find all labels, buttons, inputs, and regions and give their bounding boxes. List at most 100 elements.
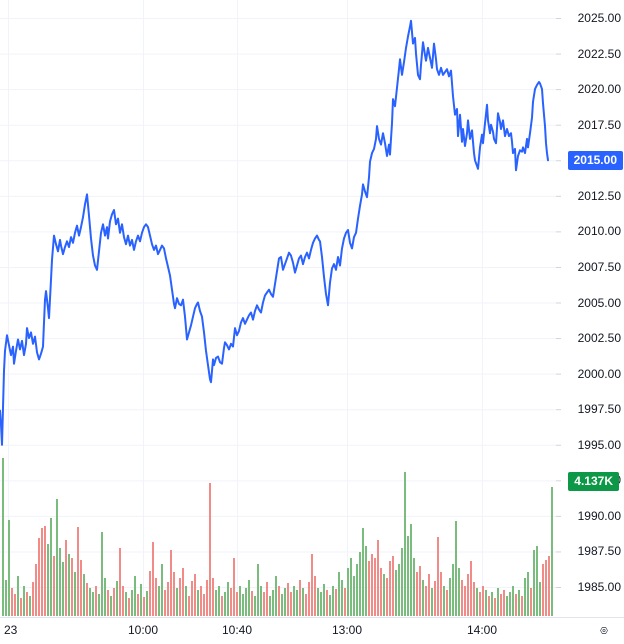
volume-bar <box>449 578 451 616</box>
volume-bar <box>209 483 211 616</box>
volume-bar <box>386 578 388 616</box>
volume-bar <box>539 582 541 616</box>
volume-bar <box>83 574 85 616</box>
volume-bar <box>260 586 262 616</box>
volume-bar <box>413 558 415 616</box>
volume-bar <box>170 550 172 616</box>
volume-bar <box>305 594 307 616</box>
volume-bar <box>218 586 220 616</box>
volume-bar <box>491 592 493 616</box>
volume-bar <box>281 594 283 616</box>
volume-bar <box>392 556 394 616</box>
volume-bar <box>236 592 238 616</box>
volume-bar <box>344 588 346 616</box>
price-axis-label: 1985.00 <box>577 580 621 594</box>
volume-bar <box>26 592 28 616</box>
price-axis[interactable]: 2025.00 2022.50 2020.00 2017.50 2015.00 2012.… <box>556 0 624 617</box>
volume-bar <box>461 580 463 616</box>
volume-bar <box>473 582 475 616</box>
volume-bar <box>14 594 16 616</box>
price-axis-label: 1997.50 <box>577 402 621 417</box>
volume-bar <box>206 580 208 616</box>
volume-bar <box>326 590 328 616</box>
volume-bar <box>374 558 376 616</box>
volume-bar <box>17 576 19 616</box>
volume-bar <box>32 582 34 616</box>
volume-bar <box>23 586 25 616</box>
volume-bar <box>230 588 232 616</box>
volume-bar <box>446 590 448 616</box>
volume-bar <box>278 586 280 616</box>
time-axis[interactable]: 23 10:00 10:40 13:00 14:00 <box>0 618 624 644</box>
volume-bar <box>149 571 151 616</box>
volume-bar <box>242 594 244 616</box>
volume-bar <box>371 554 373 616</box>
volume-bar <box>467 574 469 616</box>
volume-bar <box>107 590 109 616</box>
price-axis-label: 2000.00 <box>577 366 621 381</box>
volume-bar <box>221 596 223 616</box>
volume-bar <box>365 546 367 616</box>
volume-bar <box>533 550 535 616</box>
price-axis-label: 2022.50 <box>577 46 621 61</box>
volume-bar <box>266 582 268 616</box>
volume-bar <box>29 596 31 616</box>
volume-bar <box>254 596 256 616</box>
volume-bar <box>296 590 298 616</box>
volume-bar <box>47 544 49 616</box>
price-axis-label: 2017.50 <box>577 117 621 132</box>
volume-bar <box>548 556 550 616</box>
volume-bar <box>2 458 4 616</box>
volume-bar <box>188 596 190 616</box>
volume-bar <box>35 564 37 616</box>
volume-bar <box>440 572 442 616</box>
price-axis-label: 2012.50 <box>577 188 621 203</box>
volume-bar <box>347 568 349 616</box>
volume-bar <box>101 532 103 616</box>
volume-bar <box>176 588 178 616</box>
volume-bar <box>134 576 136 616</box>
volume-bar <box>92 592 94 616</box>
price-scale-settings-button[interactable] <box>593 620 615 640</box>
volume-bar <box>353 576 355 616</box>
time-axis-label: 14:00 <box>466 623 498 637</box>
volume-bar <box>488 596 490 616</box>
volume-bar <box>59 548 61 616</box>
gear-icon <box>600 626 608 634</box>
volume-bar <box>137 594 139 616</box>
volume-bar <box>317 588 319 616</box>
volume-bar <box>86 583 88 616</box>
time-axis-label: 13:00 <box>331 623 363 637</box>
volume-bar <box>227 582 229 616</box>
volume-bar <box>251 591 253 616</box>
volume-bar <box>527 572 529 616</box>
volume-bar <box>503 590 505 616</box>
volume-bar <box>104 578 106 616</box>
volume-bar <box>197 590 199 616</box>
volume-bar <box>215 590 217 616</box>
volume-bar <box>167 582 169 616</box>
volume-bar <box>323 584 325 616</box>
volume-bar <box>512 586 514 616</box>
volume-bar <box>332 586 334 616</box>
volume-bar <box>77 527 79 616</box>
volume-bar <box>194 574 196 616</box>
volume-bar <box>479 592 481 616</box>
time-axis-label: 23 <box>4 623 18 637</box>
price-axis-label: 1987.50 <box>577 544 621 559</box>
volume-bar <box>395 570 397 616</box>
volume-bar <box>404 472 406 616</box>
volume-bar <box>464 586 466 616</box>
volume-bar <box>122 586 124 616</box>
volume-bar <box>299 580 301 616</box>
volume-bar <box>293 586 295 616</box>
volume-bar <box>239 586 241 616</box>
volume-bar <box>203 594 205 616</box>
volume-bar <box>443 586 445 616</box>
volume-bar <box>53 556 55 616</box>
time-axis-label: 10:00 <box>127 623 159 637</box>
volume-bar <box>341 580 343 616</box>
volume-bar <box>329 595 331 616</box>
volume-bar <box>113 588 115 616</box>
